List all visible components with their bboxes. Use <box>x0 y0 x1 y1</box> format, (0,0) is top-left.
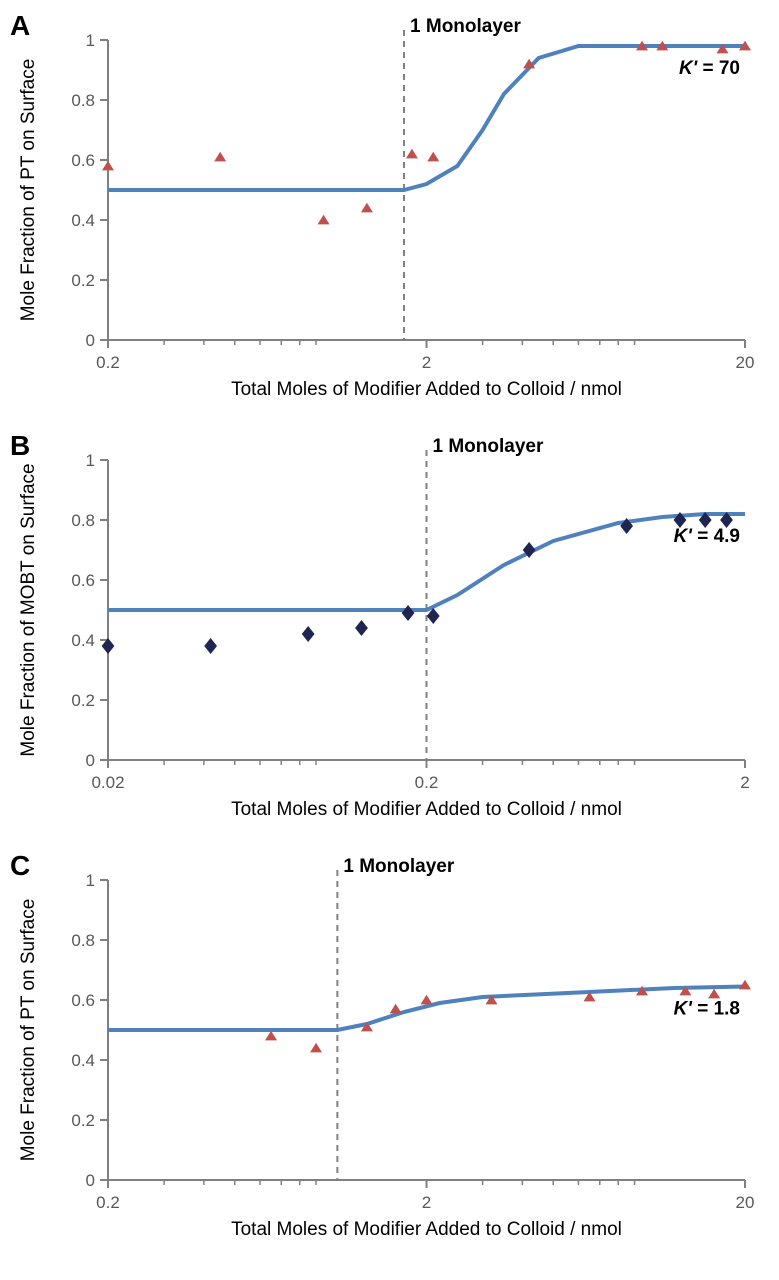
data-point <box>390 1004 402 1014</box>
data-point <box>406 149 418 159</box>
y-tick-label: 0.2 <box>71 691 95 710</box>
k-label: K' = 4.9 <box>674 526 740 547</box>
panel-label: B <box>10 430 30 462</box>
monolayer-label: 1 Monolayer <box>343 856 454 877</box>
x-tick-label: 2 <box>422 353 431 372</box>
x-tick-label: 2 <box>740 773 749 792</box>
fit-line <box>108 987 745 1031</box>
monolayer-label: 1 Monolayer <box>433 436 544 457</box>
y-tick-label: 0.4 <box>71 1051 95 1070</box>
panels-container: A 0 0.2 0.4 0.6 0.8 1 0.2 2 20 1 Monolay… <box>10 10 769 1255</box>
y-tick-label: 1 <box>86 871 95 890</box>
y-tick-label: 0 <box>86 751 95 770</box>
data-point <box>361 203 373 213</box>
data-point <box>708 989 720 999</box>
y-tick-label: 0.8 <box>71 931 95 950</box>
chart-panel-B: B 0 0.2 0.4 0.6 0.8 1 0.02 0.2 2 1 Monol… <box>10 430 769 835</box>
y-axis-label: Mole Fraction of MOBT on Surface <box>18 463 39 756</box>
chart-svg: 0 0.2 0.4 0.6 0.8 1 0.02 0.2 2 1 Monolay… <box>10 430 769 835</box>
x-tick-label: 0.2 <box>415 773 439 792</box>
y-axis-label: Mole Fraction of PT on Surface <box>18 899 39 1162</box>
x-tick-label: 0.2 <box>96 353 120 372</box>
data-point <box>265 1031 277 1041</box>
data-point <box>102 161 114 171</box>
y-tick-label: 0.4 <box>71 631 95 650</box>
chart-panel-A: A 0 0.2 0.4 0.6 0.8 1 0.2 2 20 1 Monolay… <box>10 10 769 415</box>
y-tick-label: 0.2 <box>71 271 95 290</box>
monolayer-label: 1 Monolayer <box>410 16 521 37</box>
y-tick-label: 0.6 <box>71 991 95 1010</box>
data-point <box>402 605 415 621</box>
fit-line <box>108 46 745 190</box>
x-axis-label: Total Moles of Modifier Added to Colloid… <box>231 799 622 820</box>
x-axis-label: Total Moles of Modifier Added to Colloid… <box>231 1219 622 1240</box>
x-axis-label: Total Moles of Modifier Added to Colloid… <box>231 379 622 400</box>
chart-panel-C: C 0 0.2 0.4 0.6 0.8 1 0.2 2 20 1 Monolay… <box>10 850 769 1255</box>
data-point <box>427 152 439 162</box>
panel-label: C <box>10 850 30 882</box>
x-tick-label: 0.02 <box>91 773 124 792</box>
y-tick-label: 0.8 <box>71 511 95 530</box>
chart-svg: 0 0.2 0.4 0.6 0.8 1 0.2 2 20 1 Monolayer… <box>10 10 769 415</box>
data-point <box>302 626 315 642</box>
chart-svg: 0 0.2 0.4 0.6 0.8 1 0.2 2 20 1 Monolayer… <box>10 850 769 1255</box>
y-tick-label: 0.8 <box>71 91 95 110</box>
y-tick-label: 0.6 <box>71 151 95 170</box>
y-tick-label: 0.4 <box>71 211 95 230</box>
k-label: K' = 70 <box>679 58 740 79</box>
data-point <box>318 215 330 225</box>
y-tick-label: 0 <box>86 1171 95 1190</box>
data-point <box>204 638 217 654</box>
y-tick-label: 0 <box>86 331 95 350</box>
data-point <box>214 152 226 162</box>
y-axis-label: Mole Fraction of PT on Surface <box>18 59 39 322</box>
data-point <box>421 995 433 1005</box>
data-point <box>355 620 368 636</box>
y-tick-label: 0.2 <box>71 1111 95 1130</box>
k-label: K' = 1.8 <box>674 999 740 1020</box>
x-tick-label: 20 <box>736 1193 755 1212</box>
y-tick-label: 1 <box>86 31 95 50</box>
y-tick-label: 1 <box>86 451 95 470</box>
x-tick-label: 0.2 <box>96 1193 120 1212</box>
panel-label: A <box>10 10 30 42</box>
y-tick-label: 0.6 <box>71 571 95 590</box>
x-tick-label: 2 <box>422 1193 431 1212</box>
x-tick-label: 20 <box>736 353 755 372</box>
data-point <box>310 1043 322 1053</box>
